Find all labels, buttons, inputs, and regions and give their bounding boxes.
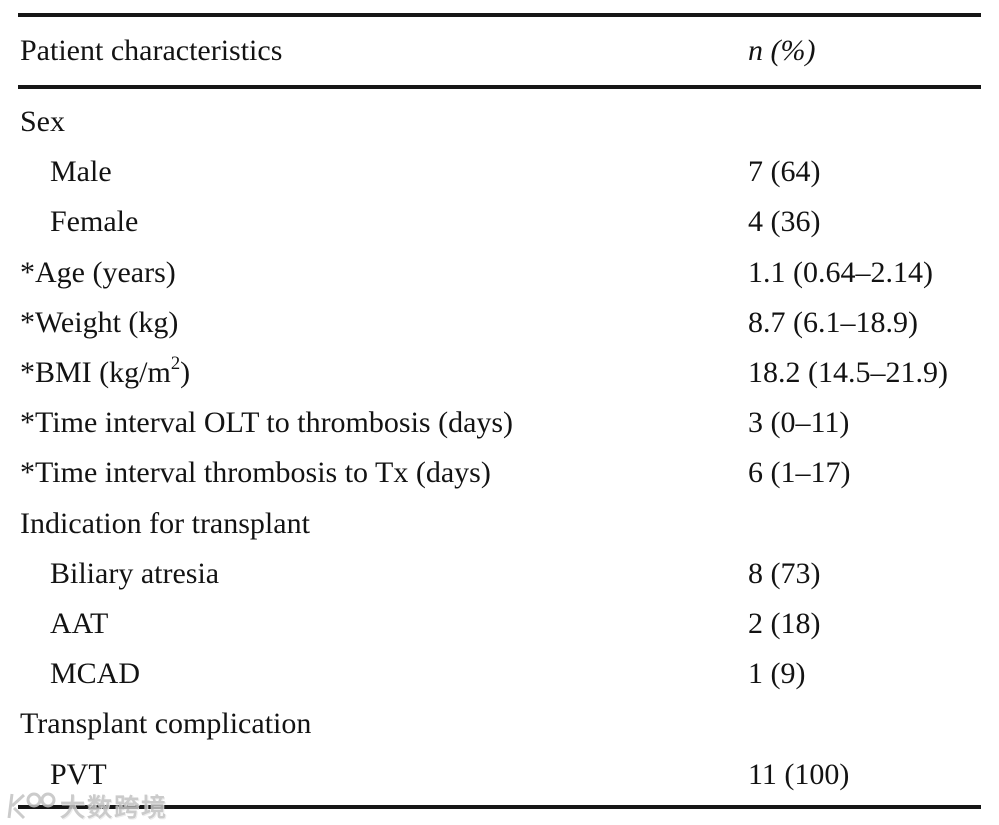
table-row: *BMI (kg/m2) 18.2 (14.5–21.9) — [0, 348, 999, 398]
row-label: *BMI (kg/m2) — [20, 353, 191, 390]
table-body: Sex Male 7 (64) Female 4 (36) *Age (years) 1.1… — [0, 89, 999, 800]
row-value: 6 (1–17) — [748, 456, 851, 490]
row-value: 3 (0–11) — [748, 406, 850, 440]
row-label: *Weight (kg) — [20, 305, 179, 339]
table-row: *Weight (kg) 8.7 (6.1–18.9) — [0, 298, 999, 348]
table-row: PVT 11 (100) — [0, 749, 999, 799]
row-value: 11 (100) — [748, 757, 850, 791]
row-value: 7 (64) — [748, 155, 821, 189]
table-top-rule — [18, 13, 981, 17]
row-value: 4 (36) — [748, 205, 821, 239]
row-label: *Age (years) — [20, 255, 176, 289]
superscript: 2 — [170, 353, 181, 375]
row-value: 8.7 (6.1–18.9) — [748, 305, 918, 339]
row-label: *Time interval thrombosis to Tx (days) — [20, 456, 491, 490]
row-value: 2 (18) — [748, 606, 821, 640]
table-row: Indication for transplant — [0, 499, 999, 549]
table-row: AAT 2 (18) — [0, 599, 999, 649]
row-value: 8 (73) — [748, 556, 821, 590]
row-value: 1 (9) — [748, 657, 806, 691]
table-row: Female 4 (36) — [0, 197, 999, 247]
table-header-row: Patient characteristics n (%) — [0, 17, 999, 85]
table-row: Male 7 (64) — [0, 147, 999, 197]
table-row: *Age (years) 1.1 (0.64–2.14) — [0, 248, 999, 298]
table-bottom-rule — [18, 804, 981, 809]
row-label: Female — [50, 205, 139, 239]
table-row: *Time interval thrombosis to Tx (days) 6 … — [0, 448, 999, 498]
row-value: 18.2 (14.5–21.9) — [748, 356, 948, 390]
row-label: MCAD — [50, 657, 141, 691]
row-label: *Time interval OLT to thrombosis (days) — [20, 406, 514, 440]
row-value: 1.1 (0.64–2.14) — [748, 255, 933, 289]
table-row: Biliary atresia 8 (73) — [0, 549, 999, 599]
row-label: PVT — [50, 757, 107, 791]
row-label: Transplant complication — [20, 707, 312, 741]
column-header-patient-characteristics: Patient characteristics — [20, 34, 283, 67]
row-label: Sex — [20, 105, 65, 139]
table-header-rule — [18, 85, 981, 89]
table-row: MCAD 1 (9) — [0, 649, 999, 699]
row-label: AAT — [50, 606, 109, 640]
table-row: Sex — [0, 97, 999, 147]
table-row: Transplant complication — [0, 699, 999, 749]
column-header-n-percent: n (%) — [748, 34, 816, 67]
row-label: Indication for transplant — [20, 506, 310, 540]
row-label: Male — [50, 155, 112, 189]
table-row: *Time interval OLT to thrombosis (days) 3… — [0, 398, 999, 448]
row-label: Biliary atresia — [50, 556, 220, 590]
